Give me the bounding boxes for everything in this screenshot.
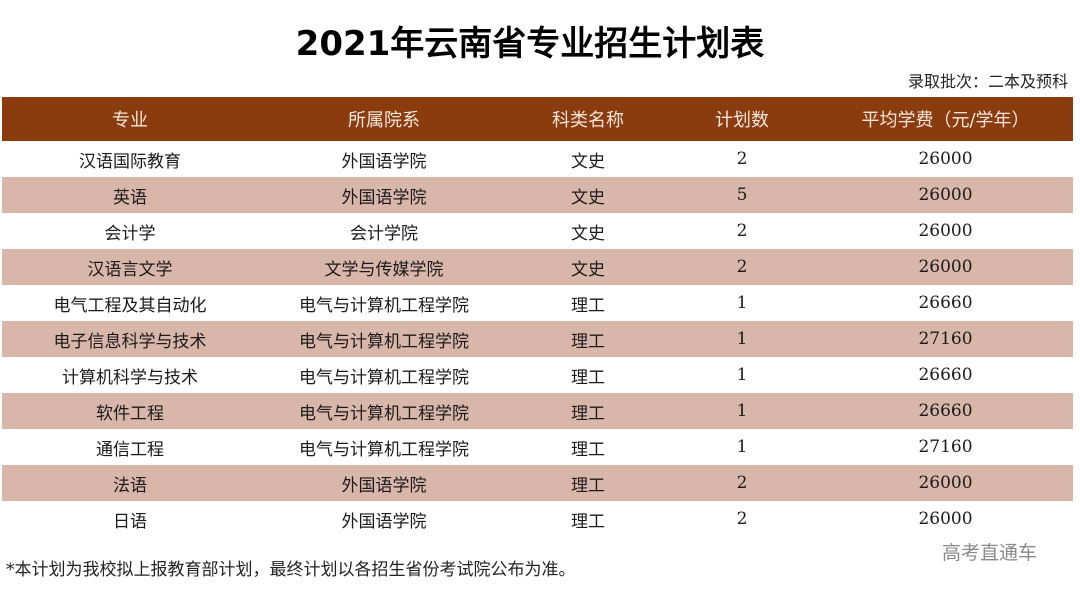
header-plan-count: 计划数: [715, 110, 769, 131]
header-tuition: 平均学费（元/学年）: [861, 110, 1030, 131]
table-row: 法语 外国语学院 理工 2 26000: [2, 465, 1073, 501]
cell-category: 理工: [571, 331, 605, 352]
cell-tuition: 27160: [918, 329, 973, 349]
table-row: 电子信息科学与技术 电气与计算机工程学院 理工 1 27160: [2, 321, 1073, 357]
cell-tuition: 26000: [918, 185, 973, 205]
cell-plan-count: 2: [736, 221, 748, 241]
cell-tuition: 26000: [918, 509, 973, 529]
cell-major: 软件工程: [96, 403, 164, 424]
table-row: 通信工程 电气与计算机工程学院 理工 1 27160: [2, 429, 1073, 465]
header-category: 科类名称: [552, 110, 624, 131]
watermark: 高考直通车: [942, 542, 1038, 564]
cell-department: 外国语学院: [341, 187, 427, 208]
table-row: 会计学 会计学院 文史 2 26000: [2, 213, 1073, 249]
cell-category: 理工: [571, 511, 605, 532]
header-department: 所属院系: [348, 110, 420, 131]
table-row: 计算机科学与技术 电气与计算机工程学院 理工 1 26660: [2, 357, 1073, 393]
cell-major: 汉语言文学: [87, 259, 173, 280]
cell-plan-count: 2: [736, 149, 748, 169]
cell-department: 电气与计算机工程学院: [299, 439, 469, 460]
cell-plan-count: 5: [736, 185, 748, 205]
table-row: 汉语言文学 文学与传媒学院 文史 2 26000: [2, 249, 1073, 285]
cell-major: 电子信息科学与技术: [53, 331, 207, 352]
cell-tuition: 27160: [918, 437, 973, 457]
header-major: 专业: [112, 110, 148, 131]
cell-plan-count: 1: [736, 437, 748, 457]
cell-major: 电气工程及其自动化: [53, 295, 207, 316]
cell-department: 外国语学院: [341, 475, 427, 496]
table-row: 电气工程及其自动化 电气与计算机工程学院 理工 1 26660: [2, 285, 1073, 321]
cell-tuition: 26000: [918, 221, 973, 241]
cell-category: 理工: [571, 367, 605, 388]
cell-tuition: 26660: [918, 293, 973, 313]
cell-department: 电气与计算机工程学院: [299, 403, 469, 424]
cell-major: 日语: [113, 511, 147, 532]
cell-tuition: 26000: [918, 257, 973, 277]
cell-department: 外国语学院: [341, 511, 427, 532]
admission-batch-label: 录取批次：二本及预科: [907, 72, 1068, 91]
cell-department: 文学与传媒学院: [324, 259, 444, 280]
cell-major: 会计学: [104, 223, 156, 244]
cell-tuition: 26660: [918, 365, 973, 385]
table-row: 英语 外国语学院 文史 5 26000: [2, 177, 1073, 213]
table-row: 软件工程 电气与计算机工程学院 理工 1 26660: [2, 393, 1073, 429]
cell-category: 理工: [571, 475, 605, 496]
cell-department: 电气与计算机工程学院: [299, 295, 469, 316]
cell-major: 法语: [113, 475, 147, 496]
cell-major: 汉语国际教育: [79, 151, 181, 172]
cell-plan-count: 1: [736, 401, 748, 421]
cell-tuition: 26660: [918, 401, 973, 421]
cell-category: 理工: [571, 295, 605, 316]
cell-major: 计算机科学与技术: [62, 367, 198, 388]
table-header-row: 专业 所属院系 科类名称 计划数 平均学费（元/学年）: [2, 97, 1073, 141]
cell-tuition: 26000: [918, 149, 973, 169]
cell-plan-count: 1: [736, 329, 748, 349]
cell-plan-count: 2: [736, 473, 748, 493]
cell-department: 会计学院: [350, 223, 418, 244]
cell-department: 电气与计算机工程学院: [299, 331, 469, 352]
cell-department: 电气与计算机工程学院: [299, 367, 469, 388]
cell-plan-count: 1: [736, 293, 748, 313]
cell-major: 英语: [113, 187, 147, 208]
cell-category: 理工: [571, 403, 605, 424]
footnote: *本计划为我校拟上报教育部计划，最终计划以各招生省份考试院公布为准。: [6, 560, 576, 580]
cell-category: 文史: [571, 223, 605, 244]
cell-category: 理工: [571, 439, 605, 460]
table-row: 日语 外国语学院 理工 2 26000: [2, 501, 1073, 537]
page-title: 2021年云南省专业招生计划表: [295, 24, 765, 64]
cell-major: 通信工程: [96, 439, 164, 460]
cell-category: 文史: [571, 187, 605, 208]
cell-plan-count: 2: [736, 257, 748, 277]
cell-category: 文史: [571, 259, 605, 280]
cell-plan-count: 1: [736, 365, 748, 385]
cell-plan-count: 2: [736, 509, 748, 529]
enrollment-plan-table: 专业 所属院系 科类名称 计划数 平均学费（元/学年） 汉语国际教育 外国语学院…: [2, 97, 1073, 537]
cell-tuition: 26000: [918, 473, 973, 493]
cell-category: 文史: [571, 151, 605, 172]
table-row: 汉语国际教育 外国语学院 文史 2 26000: [2, 141, 1073, 177]
cell-department: 外国语学院: [341, 151, 427, 172]
